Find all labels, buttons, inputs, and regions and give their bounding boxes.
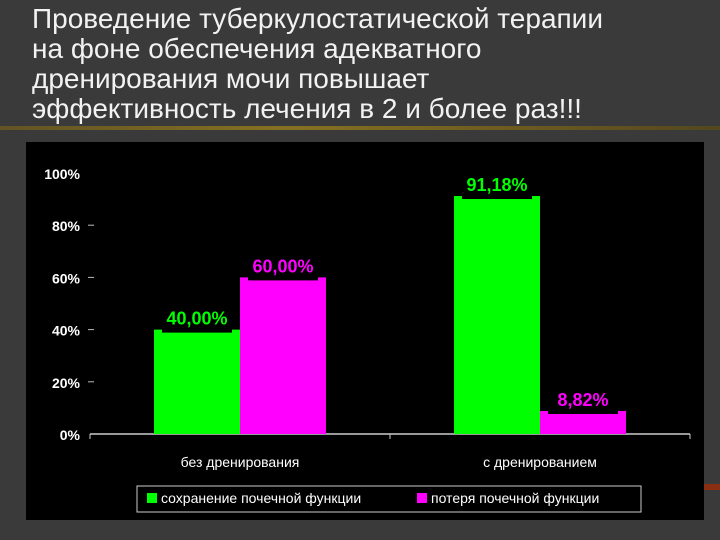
data-label: 40,00% bbox=[166, 309, 227, 329]
data-label: 91,18% bbox=[466, 175, 527, 195]
data-label: 60,00% bbox=[252, 256, 313, 276]
title-line-3: дренирования мочи повышает bbox=[32, 63, 430, 94]
y-tick-label: 40% bbox=[52, 323, 81, 339]
title-line-4: эффективность лечения в 2 и более раз!!! bbox=[32, 93, 582, 124]
data-label-box bbox=[248, 250, 318, 281]
legend-swatch bbox=[417, 493, 427, 503]
title-line-2: на фоне обеспечения адекватного bbox=[32, 33, 482, 64]
y-tick-label: 100% bbox=[44, 166, 80, 182]
legend-swatch bbox=[147, 493, 157, 503]
data-label-box bbox=[162, 302, 232, 333]
legend-box bbox=[136, 485, 642, 513]
y-tick-label: 20% bbox=[52, 375, 81, 391]
bar bbox=[240, 277, 326, 434]
legend-label: сохранение почечной функции bbox=[161, 490, 361, 506]
data-label-box bbox=[548, 383, 618, 414]
bar bbox=[454, 196, 540, 434]
bar bbox=[540, 410, 626, 434]
title-divider bbox=[0, 126, 720, 130]
bar-chart: 0% 20% 40% 60% 80% 100% 40,00% 60,00% без дренир… bbox=[44, 166, 691, 513]
bar bbox=[154, 329, 240, 434]
title-line-1: Проведение туберкулостатической терапии bbox=[32, 3, 603, 34]
legend-label: потеря почечной функции bbox=[431, 490, 599, 506]
y-tick-label: 80% bbox=[52, 218, 81, 234]
category-label: с дренированием bbox=[483, 454, 597, 470]
category-label: без дренирования bbox=[181, 454, 300, 470]
slide-title: Проведение туберкулостатической терапии … bbox=[32, 4, 712, 124]
data-label: 8,82% bbox=[557, 390, 608, 410]
y-tick-label: 60% bbox=[52, 270, 81, 286]
chart-panel: 0% 20% 40% 60% 80% 100% 40,00% 60,00% без дренир… bbox=[26, 142, 704, 520]
data-label-box bbox=[462, 169, 532, 200]
y-tick-label: 0% bbox=[60, 427, 81, 443]
decorative-accent bbox=[704, 484, 720, 490]
